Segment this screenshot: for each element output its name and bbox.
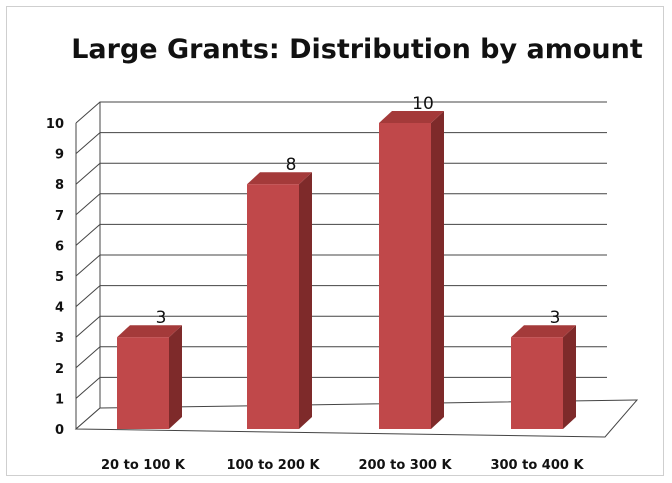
y-tick-label: 9 <box>55 148 64 163</box>
chart-title: Large Grants: Distribution by amount <box>71 34 643 65</box>
x-category-label: 200 to 300 K <box>358 458 452 473</box>
x-category-label: 100 to 200 K <box>226 458 320 473</box>
y-tick-label: 3 <box>55 331 64 346</box>
bar-top <box>511 325 576 338</box>
data-label: 10 <box>412 94 434 114</box>
bar-top <box>117 325 182 338</box>
y-tick-label: 5 <box>55 270 64 285</box>
bar <box>247 172 312 429</box>
gridline <box>75 285 607 307</box>
bar-top <box>379 111 444 123</box>
gridlines <box>74 101 639 438</box>
bar-front <box>117 337 169 429</box>
bar-top <box>247 172 312 185</box>
data-label: 8 <box>286 155 297 175</box>
y-tick-label: 2 <box>55 362 64 377</box>
y-tick-label: 0 <box>55 423 64 438</box>
bars <box>117 111 576 429</box>
bar-side <box>299 172 312 429</box>
y-tick-label: 8 <box>55 178 64 193</box>
y-tick-label: 1 <box>55 392 64 407</box>
bar <box>511 325 576 429</box>
y-tick-label: 6 <box>55 239 64 254</box>
bar-front <box>379 123 431 429</box>
gridline <box>75 132 607 154</box>
y-tick-label: 4 <box>55 301 64 316</box>
bar-side <box>563 325 576 429</box>
bar-front <box>247 184 299 429</box>
gridline <box>75 193 607 216</box>
bar-chart: Large Grants: Distribution by amount 0 1 2… <box>46 34 643 473</box>
y-tick-label: 7 <box>55 209 64 224</box>
y-axis-ticks: 0 1 2 3 4 5 6 7 8 9 10 <box>46 117 64 438</box>
bar-side <box>169 325 182 429</box>
chart-frame: Large Grants: Distribution by amount 0 1 2… <box>6 6 664 476</box>
bar-side <box>431 111 444 429</box>
y-tick-label: 10 <box>46 117 64 132</box>
gridline <box>75 223 607 246</box>
floor <box>74 399 639 438</box>
x-category-label: 300 to 400 K <box>490 458 584 473</box>
bar <box>117 325 182 429</box>
bar <box>379 111 444 429</box>
gridline <box>75 254 607 277</box>
bar-front <box>511 337 563 429</box>
gridline <box>75 101 607 124</box>
data-label: 3 <box>550 308 561 328</box>
gridline <box>75 162 607 185</box>
data-label: 3 <box>156 308 167 328</box>
x-axis-categories: 20 to 100 K 100 to 200 K 200 to 300 K 300 t… <box>101 458 584 473</box>
data-labels: 3 8 10 3 <box>156 94 561 328</box>
x-category-label: 20 to 100 K <box>101 458 186 473</box>
